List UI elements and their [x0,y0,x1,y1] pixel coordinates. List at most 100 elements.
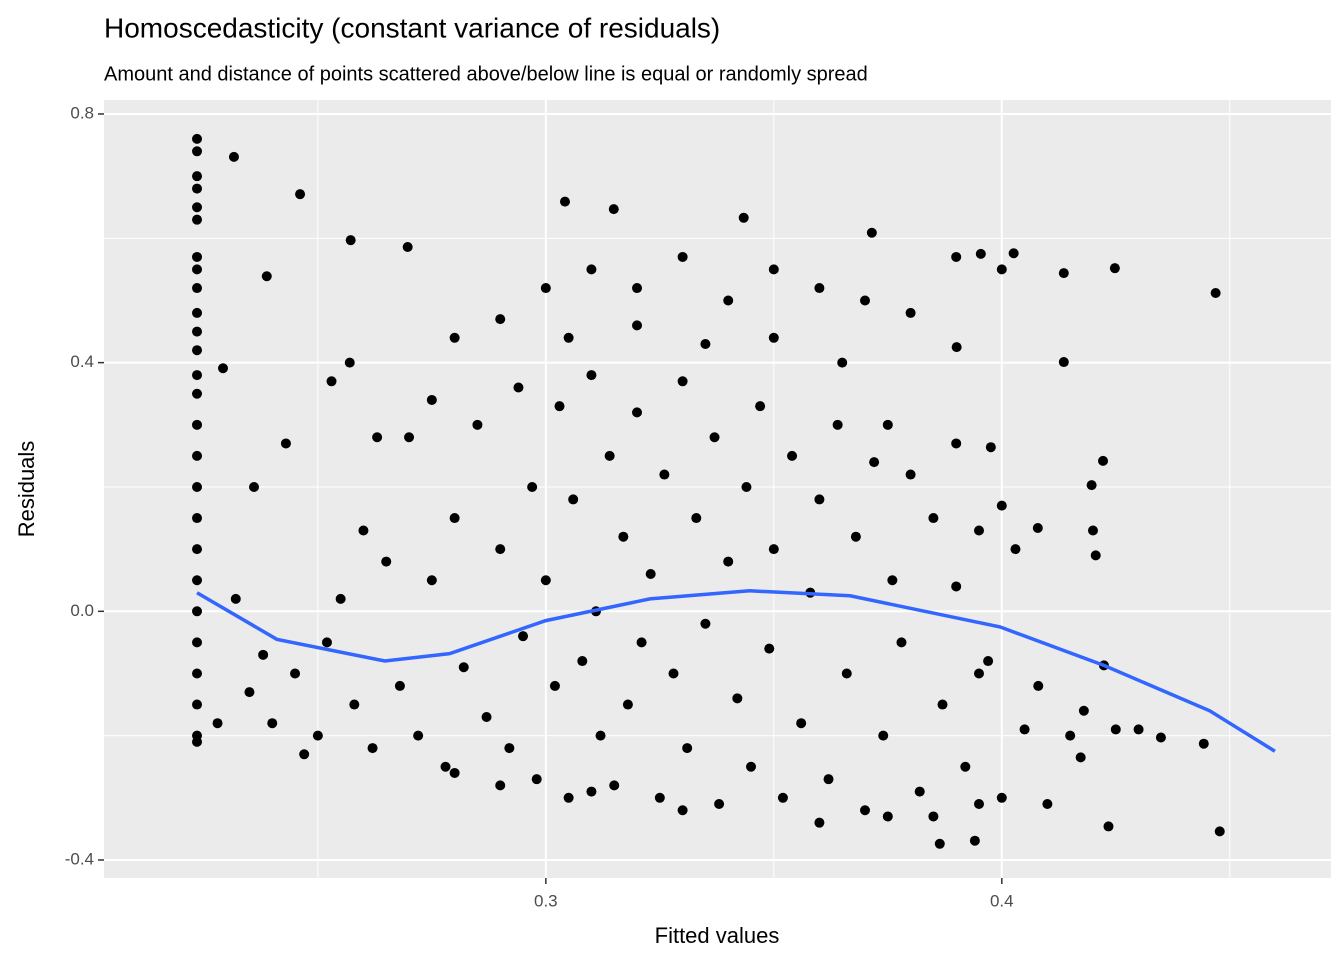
point [192,251,203,262]
point [928,513,939,524]
point [860,295,871,306]
point [951,342,962,353]
point [659,469,670,480]
point [192,637,203,648]
chart-subtitle: Amount and distance of points scattered … [104,63,868,85]
point [261,271,272,282]
point [787,450,798,461]
point [192,214,203,225]
point [563,792,574,803]
point [608,204,619,215]
point [192,544,203,555]
point [755,401,766,412]
point [192,575,203,586]
point [832,419,843,430]
point [934,838,945,849]
point [814,494,825,505]
point [973,525,984,536]
point [622,699,633,710]
point [495,544,506,555]
point [1065,730,1076,741]
point [312,730,323,741]
point [1098,455,1109,466]
point [700,338,711,349]
point [345,235,356,246]
point [1103,821,1114,832]
point [381,556,392,567]
point [563,332,574,343]
point [413,730,424,741]
point [228,151,239,162]
point [495,780,506,791]
point [280,438,291,449]
point [1155,732,1166,743]
point [618,531,629,542]
point [192,326,203,337]
point [295,189,306,200]
point [192,202,203,213]
point [928,811,939,822]
point [192,481,203,492]
point [882,811,893,822]
x-axis-label: Fitted values [655,923,780,948]
point [192,264,203,275]
smooth-line [196,589,1276,753]
point [1214,826,1225,837]
point [714,799,725,810]
point [768,264,779,275]
point [192,146,203,157]
point [504,743,515,754]
point [632,407,643,418]
point [709,432,720,443]
point [700,618,711,629]
point [654,792,665,803]
point [746,761,757,772]
point [549,680,560,691]
point [841,668,852,679]
point [636,637,647,648]
point [914,786,925,797]
point [1198,738,1209,749]
point [540,283,551,294]
point [192,171,203,182]
point [559,196,570,207]
point [595,730,606,741]
point [905,307,916,318]
point [814,283,825,294]
point [358,525,369,536]
point [402,242,413,253]
point [249,481,260,492]
point [677,805,688,816]
point [1133,724,1144,735]
point [192,699,203,710]
point [996,792,1007,803]
point [192,736,203,747]
point [449,513,460,524]
point [192,183,203,194]
point [1087,525,1098,536]
point [738,212,749,223]
panel [104,100,1331,878]
point [335,593,346,604]
point [481,711,492,722]
point [449,332,460,343]
point [878,730,889,741]
point [218,363,229,374]
point [985,442,996,453]
point [896,637,907,648]
point [449,767,460,778]
point [192,345,203,356]
point [1010,544,1021,555]
point [1109,263,1120,274]
x-tick-label: 0.3 [534,891,558,910]
point [192,606,203,617]
point [472,419,483,430]
point [299,749,310,760]
point [609,780,620,791]
point [1019,724,1030,735]
point [577,656,588,667]
point [1210,288,1221,299]
point [192,307,203,318]
point [1033,680,1044,691]
point [975,248,986,259]
